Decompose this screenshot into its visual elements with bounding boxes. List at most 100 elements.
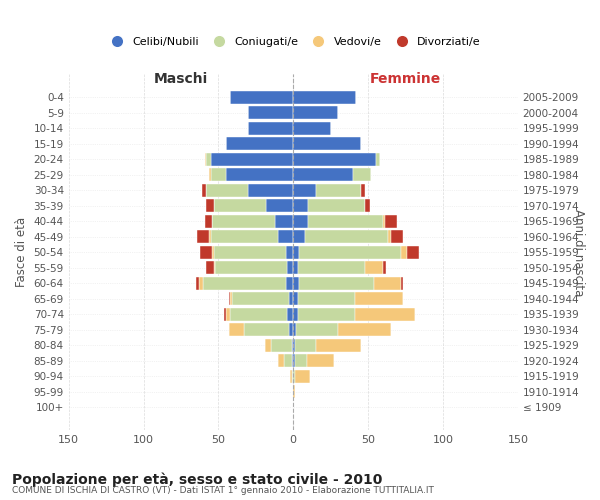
Bar (365, 199, 370, 212)
Bar (211, 152, 293, 166)
Bar (229, 292, 230, 306)
Bar (203, 276, 286, 290)
Bar (286, 246, 293, 259)
Legend: Celibi/Nubili, Coniugati/e, Vedovi/e, Divorziati/e: Celibi/Nubili, Coniugati/e, Vedovi/e, Di… (102, 34, 484, 50)
Bar (278, 230, 293, 243)
Bar (292, 339, 293, 352)
Bar (298, 292, 355, 306)
Bar (307, 354, 334, 368)
Bar (383, 214, 385, 228)
Bar (407, 246, 419, 259)
Bar (293, 122, 331, 135)
Bar (293, 386, 295, 398)
Bar (293, 339, 295, 352)
Bar (383, 261, 386, 274)
Bar (209, 230, 211, 243)
Bar (289, 292, 293, 306)
Text: Femmine: Femmine (370, 72, 441, 86)
Bar (293, 370, 295, 383)
Bar (211, 230, 278, 243)
Bar (308, 214, 383, 228)
Bar (293, 90, 356, 104)
Bar (401, 276, 403, 290)
Bar (401, 246, 407, 259)
Text: Maschi: Maschi (154, 72, 208, 86)
Bar (278, 354, 284, 368)
Bar (212, 214, 275, 228)
Bar (293, 137, 361, 150)
Bar (355, 292, 403, 306)
Bar (248, 106, 293, 120)
Bar (214, 199, 266, 212)
Bar (265, 339, 271, 352)
Bar (293, 246, 299, 259)
Bar (230, 90, 293, 104)
Bar (248, 184, 293, 197)
Bar (226, 137, 293, 150)
Bar (293, 354, 295, 368)
Bar (316, 339, 361, 352)
Bar (293, 184, 316, 197)
Bar (205, 152, 206, 166)
Bar (211, 168, 226, 181)
Text: COMUNE DI ISCHIA DI CASTRO (VT) - Dati ISTAT 1° gennaio 2010 - Elaborazione TUTT: COMUNE DI ISCHIA DI CASTRO (VT) - Dati I… (12, 486, 434, 495)
Bar (214, 261, 215, 274)
Bar (296, 324, 338, 336)
Bar (355, 308, 415, 321)
Bar (305, 230, 388, 243)
Bar (365, 261, 383, 274)
Bar (308, 199, 365, 212)
Bar (290, 370, 292, 383)
Bar (298, 261, 365, 274)
Bar (374, 276, 401, 290)
Bar (376, 152, 380, 166)
Bar (286, 276, 293, 290)
Bar (209, 168, 211, 181)
Bar (289, 324, 293, 336)
Y-axis label: Anni di nascita: Anni di nascita (572, 208, 585, 296)
Y-axis label: Fasce di età: Fasce di età (15, 218, 28, 288)
Bar (299, 246, 401, 259)
Bar (353, 168, 371, 181)
Bar (226, 308, 230, 321)
Bar (226, 168, 293, 181)
Bar (206, 152, 211, 166)
Bar (205, 214, 212, 228)
Bar (275, 214, 293, 228)
Bar (287, 308, 293, 321)
Bar (229, 324, 244, 336)
Bar (196, 276, 199, 290)
Bar (206, 184, 248, 197)
Bar (293, 292, 298, 306)
Bar (338, 324, 391, 336)
Bar (385, 214, 397, 228)
Bar (388, 230, 391, 243)
Bar (391, 230, 403, 243)
Bar (248, 122, 293, 135)
Bar (232, 292, 289, 306)
Bar (292, 354, 293, 368)
Bar (293, 261, 298, 274)
Bar (316, 184, 361, 197)
Text: Popolazione per età, sesso e stato civile - 2010: Popolazione per età, sesso e stato civil… (12, 472, 382, 487)
Bar (271, 339, 292, 352)
Bar (295, 370, 310, 383)
Bar (197, 230, 209, 243)
Bar (200, 246, 212, 259)
Bar (266, 199, 293, 212)
Bar (299, 276, 374, 290)
Bar (293, 214, 308, 228)
Bar (293, 308, 298, 321)
Bar (292, 370, 293, 383)
Bar (206, 199, 214, 212)
Bar (361, 184, 365, 197)
Bar (293, 324, 296, 336)
Bar (215, 261, 287, 274)
Bar (212, 246, 214, 259)
Bar (293, 152, 376, 166)
Bar (293, 276, 299, 290)
Bar (224, 308, 226, 321)
Bar (202, 184, 206, 197)
Bar (199, 276, 203, 290)
Bar (230, 308, 287, 321)
